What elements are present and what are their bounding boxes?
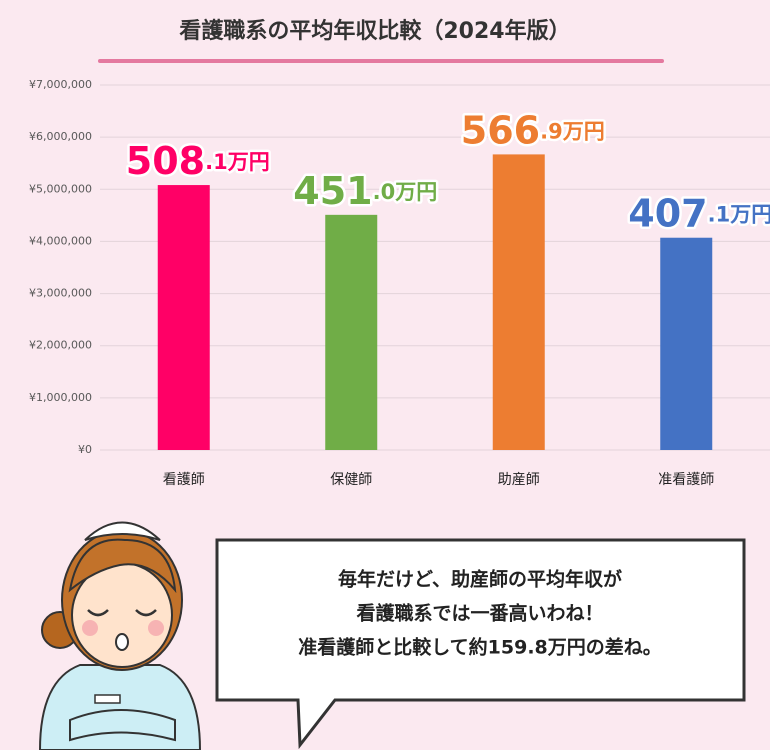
- y-tick-label: ¥1,000,000: [29, 391, 92, 404]
- y-tick-label: ¥0: [78, 443, 92, 456]
- y-tick-label: ¥7,000,000: [29, 78, 92, 91]
- bar: [660, 237, 713, 450]
- bar: [492, 154, 545, 450]
- bubble-text: 看護職系では一番高いわね！: [355, 602, 603, 625]
- x-tick-label: 保健師: [330, 472, 372, 488]
- y-tick-label: ¥4,000,000: [29, 234, 92, 247]
- bubble-text: 毎年だけど、助産師の平均年収が: [338, 568, 622, 591]
- bar: [157, 185, 210, 451]
- value-label: 508.1万円: [126, 139, 270, 183]
- value-label: 566.9万円: [461, 108, 605, 152]
- y-tick-label: ¥5,000,000: [29, 182, 92, 195]
- x-tick-label: 准看護師: [658, 472, 714, 488]
- bar: [325, 214, 378, 450]
- plot-area: ¥0 ¥1,000,000 ¥2,000,000 ¥3,000,000 ¥4,000,0…: [29, 78, 770, 488]
- y-tick-label: ¥3,000,000: [29, 287, 92, 300]
- value-label: 407.1万円: [628, 191, 770, 235]
- y-tick-label: ¥6,000,000: [29, 130, 92, 143]
- x-tick-label: 看護師: [163, 472, 205, 488]
- bubble-text: 准看護師と比較して約159.8万円の差ね。: [298, 636, 662, 659]
- x-tick-label: 助産師: [498, 472, 540, 488]
- y-tick-label: ¥2,000,000: [29, 339, 92, 352]
- chart-title: 看護職系の平均年収比較（2024年版）: [179, 18, 570, 44]
- nurse-illustration: [38, 521, 202, 750]
- value-label: 451.0万円: [293, 168, 437, 212]
- speech-bubble: [215, 538, 746, 750]
